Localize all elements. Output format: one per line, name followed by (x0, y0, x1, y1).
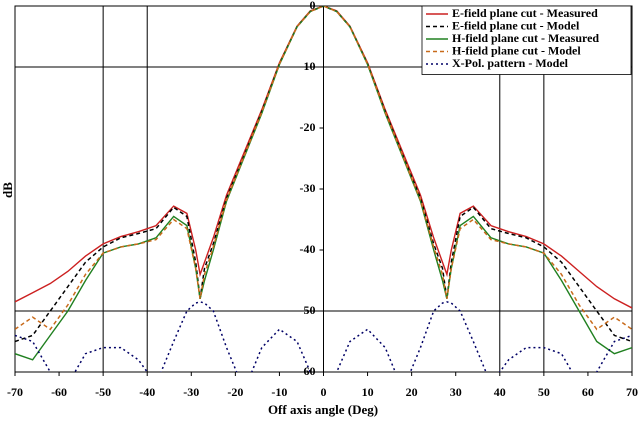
legend-box (421, 5, 632, 75)
y-axis-label: dB (0, 182, 15, 198)
y-tick-label: 0 (310, 0, 316, 12)
y-tick-label: -30 (300, 181, 316, 195)
y-tick-label: -20 (300, 120, 316, 134)
x-tick-label: 30 (450, 385, 462, 399)
x-tick-label: 60 (582, 385, 594, 399)
x-tick-label: 20 (406, 385, 418, 399)
x-tick-label: -10 (271, 385, 287, 399)
legend-label: E-field plane cut - Model (452, 18, 580, 32)
legend-label: H-field plane cut - Measured (452, 31, 599, 45)
y-tick-label: -40 (300, 242, 316, 256)
legend-label: H-field plane cut - Model (452, 43, 581, 57)
series-line (15, 6, 632, 331)
x-tick-label: 70 (626, 385, 638, 399)
x-tick-label: -30 (183, 385, 199, 399)
series-line (15, 301, 632, 372)
y-tick-label: -60 (300, 364, 316, 378)
y-tick-label: -10 (300, 59, 316, 73)
ticks: -70 -60 -50 -40 -30 -20 -10 0 10 20 30 40 50 60 70 0 -10… (7, 0, 638, 399)
legend-label: E-field plane cut - Measured (452, 6, 598, 20)
y-tick-label: -50 (300, 303, 316, 317)
x-tick-label: 0 (321, 385, 327, 399)
x-tick-label: -50 (95, 385, 111, 399)
series-line (15, 6, 632, 343)
x-tick-label: -60 (51, 385, 67, 399)
x-axis-label: Off axis angle (Deg) (268, 402, 378, 417)
legend-label: X-Pol. pattern - Model (452, 56, 569, 70)
x-tick-label: -40 (139, 385, 155, 399)
x-tick-label: 40 (494, 385, 506, 399)
x-tick-label: 50 (538, 385, 550, 399)
x-tick-label: -70 (7, 385, 23, 399)
x-tick-label: -20 (227, 385, 243, 399)
series-lines (15, 6, 632, 372)
x-tick-label: 10 (362, 385, 374, 399)
series-line (15, 6, 632, 309)
